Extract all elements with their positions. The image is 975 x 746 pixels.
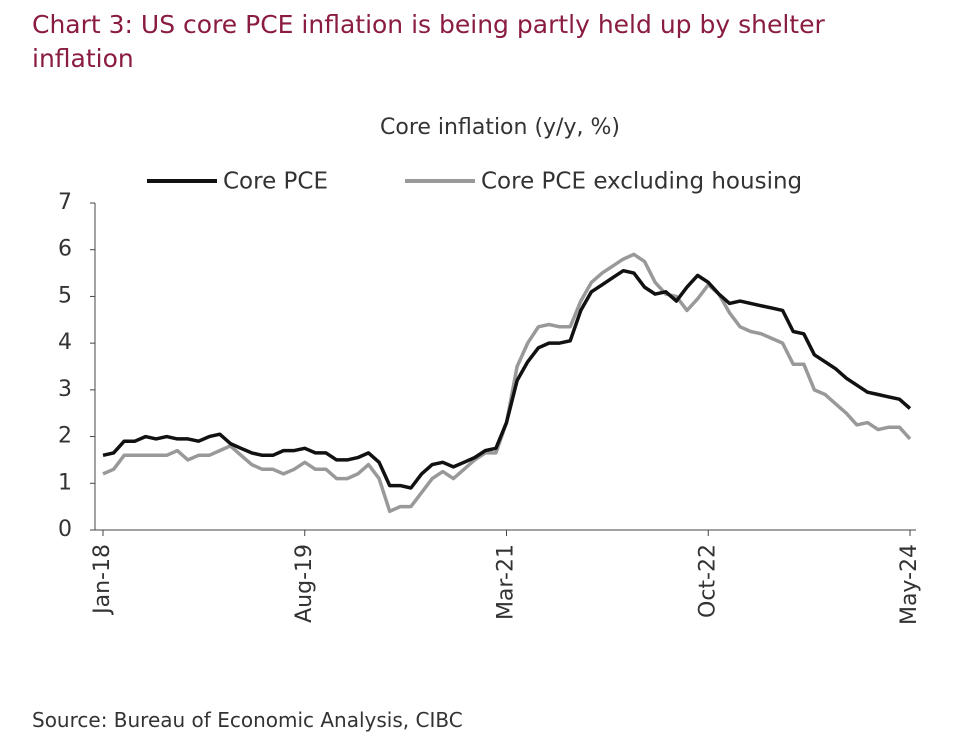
chart: Core inflation (y/y, %) 0 1 2 3 4 5 6 7 Jan-18 Au… [58, 115, 922, 625]
y-tick-label: 4 [58, 330, 72, 355]
y-tick-label: 0 [58, 517, 72, 542]
y-tick-label: 5 [58, 283, 72, 308]
y-tick-label: 2 [58, 424, 72, 449]
series-line [102, 252, 912, 514]
x-tick-label: May-24 [897, 544, 922, 625]
chart-title: Chart 3: US core PCE inflation is being … [32, 10, 825, 73]
series-line [102, 268, 912, 490]
y-tick-label: 1 [58, 470, 72, 495]
x-tick-label: Oct-22 [695, 544, 720, 618]
chart-subtitle: Core inflation (y/y, %) [380, 115, 620, 140]
y-tick-label: 7 [58, 190, 72, 215]
legend-label: Core PCE [223, 169, 328, 195]
source-note: Source: Bureau of Economic Analysis, CIB… [32, 708, 463, 732]
x-tick-label: Mar-21 [494, 544, 519, 620]
x-tick-label: Jan-18 [90, 544, 115, 616]
y-tick-label: 6 [58, 237, 72, 262]
legend-label: Core PCE excluding housing [481, 169, 802, 195]
y-tick-label: 3 [58, 377, 72, 402]
x-tick-label: Aug-19 [292, 544, 317, 623]
